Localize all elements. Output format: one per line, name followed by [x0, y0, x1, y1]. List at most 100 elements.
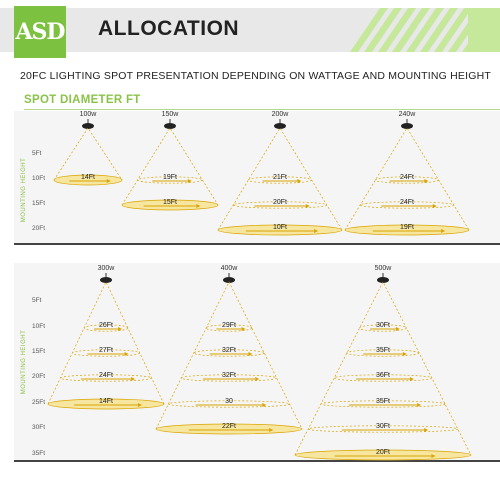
- spot-ring: [71, 349, 141, 357]
- spot-ring: [205, 324, 253, 332]
- spot-ring: [344, 224, 470, 236]
- height-tick: 10Ft: [32, 323, 45, 330]
- spot-diameter-label: 24Ft: [99, 372, 113, 379]
- height-tick: 20Ft: [32, 225, 45, 232]
- spot-diameter-label: 14Ft: [81, 174, 95, 181]
- lamp-fixture-icon: [223, 277, 235, 283]
- subtitle-underline: [24, 109, 500, 110]
- page-title: ALLOCATION: [98, 17, 240, 40]
- arrow-head-icon: [441, 229, 446, 233]
- spot-diameter-label: 19Ft: [163, 174, 177, 181]
- arrow-head-icon: [248, 352, 253, 356]
- panel-1-height-ticks: 5Ft 10Ft 15Ft 20Ft: [32, 150, 45, 232]
- spot-ring: [232, 201, 328, 209]
- spot-diameter-label: 30Ft: [376, 423, 390, 430]
- spot-ring: [217, 224, 343, 236]
- lamp-150w: 150w 19Ft 15Ft: [121, 111, 219, 211]
- spot-diameter-label: 10Ft: [273, 224, 287, 231]
- lamp-100w: 100w 14Ft: [53, 111, 123, 186]
- spot-diameter-label: 30Ft: [376, 322, 390, 329]
- spot-ring: [53, 174, 123, 186]
- spot-ring: [60, 374, 152, 382]
- arrow-head-icon: [431, 454, 436, 458]
- spot-diameter-label: 35Ft: [376, 347, 390, 354]
- lamp-wattage-label: 500w: [375, 265, 393, 272]
- brand-logo: [14, 6, 66, 58]
- spot-diameter-label: 30: [225, 398, 233, 405]
- diagram-caption: 20FC LIGHTING SPOT PRESENTATION DEPENDIN…: [20, 70, 491, 82]
- spot-diameter-label: 24Ft: [400, 199, 414, 206]
- header-stripe: [364, 8, 402, 52]
- height-tick: 15Ft: [32, 200, 45, 207]
- arrow-head-icon: [137, 403, 142, 407]
- height-tick: 15Ft: [32, 348, 45, 355]
- header-stripe: [350, 8, 388, 52]
- arrow-head-icon: [255, 377, 260, 381]
- height-tick: 5Ft: [32, 150, 42, 157]
- lamp-500w: 500w 30Ft 35Ft 36Ft 35Ft 30Ft 20Ft: [294, 265, 472, 461]
- panel-2-height-axis-label: MOUNTING HEIGHT: [21, 330, 27, 395]
- arrow-head-icon: [262, 403, 267, 407]
- header-stripe: [434, 8, 472, 52]
- arrow-head-icon: [241, 327, 246, 331]
- brand-logo-text: ASD: [15, 19, 65, 45]
- spot-ring: [359, 324, 407, 332]
- arrow-head-icon: [424, 179, 429, 183]
- arrow-head-icon: [417, 403, 422, 407]
- arrow-head-icon: [297, 179, 302, 183]
- lamp-fixture-icon: [82, 123, 94, 129]
- panel-1-height-axis-label: MOUNTING HEIGHT: [21, 158, 27, 223]
- height-tick: 25Ft: [32, 399, 45, 406]
- spot-diameter-label: 24Ft: [400, 174, 414, 181]
- header-stripe-block: [468, 8, 500, 52]
- panel-2-height-ticks: 5Ft 10Ft 15Ft 20Ft 25Ft 30Ft 35Ft: [32, 297, 45, 457]
- lamp-fixture-icon: [100, 277, 112, 283]
- spot-ring: [346, 349, 420, 357]
- arrow-head-icon: [124, 352, 129, 356]
- light-cone-outline: [47, 281, 165, 405]
- header-stripe: [406, 8, 444, 52]
- spot-ring: [248, 176, 312, 184]
- arrow-head-icon: [402, 352, 407, 356]
- lamp-wattage-label: 240w: [399, 111, 417, 118]
- lamp-300w: 300w 26Ft 27Ft 24Ft 14Ft: [47, 265, 165, 410]
- spot-diameter-label: 26Ft: [99, 322, 113, 329]
- lamp-200w: 200w 21Ft 20Ft 10Ft: [217, 111, 343, 236]
- arrow-head-icon: [409, 377, 414, 381]
- spot-diameter-label: 19Ft: [400, 224, 414, 231]
- lamp-wattage-label: 200w: [272, 111, 290, 118]
- spot-ring: [168, 400, 290, 408]
- lamp-wattage-label: 300w: [98, 265, 116, 272]
- header-stripe: [378, 8, 416, 52]
- lamp-400w: 400w 29Ft 32Ft 32Ft 30 22Ft: [155, 265, 303, 435]
- spot-diameter-label: 14Ft: [99, 398, 113, 405]
- header-stripe: [420, 8, 458, 52]
- light-cone-outline: [294, 281, 472, 456]
- height-tick: 20Ft: [32, 373, 45, 380]
- spot-ring: [155, 423, 303, 435]
- arrow-head-icon: [118, 327, 123, 331]
- spot-ring: [320, 400, 446, 408]
- spot-diameter-label: 20Ft: [376, 449, 390, 456]
- spot-diameter-label: 36Ft: [376, 372, 390, 379]
- spot-diameter-label: 32Ft: [222, 372, 236, 379]
- lamp-wattage-label: 150w: [162, 111, 180, 118]
- section-subtitle: SPOT DIAMETER FT: [24, 94, 141, 106]
- arrow-head-icon: [187, 179, 192, 183]
- height-tick: 10Ft: [32, 175, 45, 182]
- light-cone-outline: [53, 127, 123, 181]
- arrow-head-icon: [269, 428, 274, 432]
- lamp-fixture-icon: [164, 123, 176, 129]
- spot-diameter-label: 27Ft: [99, 347, 113, 354]
- spot-ring: [375, 176, 439, 184]
- lamp-fixture-icon: [377, 277, 389, 283]
- spot-diameter-label: 20Ft: [273, 199, 287, 206]
- spot-ring: [307, 425, 459, 433]
- spot-ring: [294, 449, 472, 461]
- arrow-head-icon: [131, 377, 136, 381]
- arrow-head-icon: [196, 204, 201, 208]
- arrow-head-icon: [305, 204, 310, 208]
- spot-diameter-label: 29Ft: [222, 322, 236, 329]
- spot-ring: [121, 199, 219, 211]
- spot-ring: [137, 176, 203, 184]
